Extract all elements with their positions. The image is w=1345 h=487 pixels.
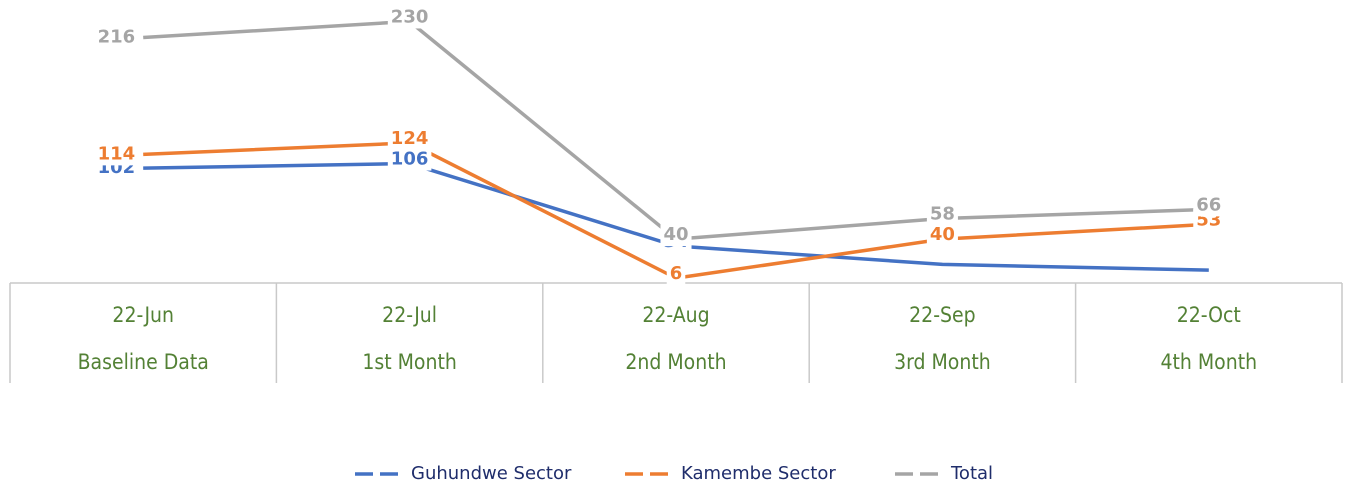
data-label: 216: [94, 26, 139, 49]
x-tick-sublabel: 4th Month: [1160, 350, 1257, 374]
x-tick-label: 22-Oct: [1177, 303, 1241, 327]
data-label-bg: [94, 143, 139, 166]
x-tick-label: 22-Sep: [909, 303, 975, 327]
data-label-bg: [926, 224, 958, 247]
data-label: 106: [387, 148, 432, 171]
data-label-bg: [387, 127, 432, 150]
data-label-text: 106: [391, 149, 429, 170]
data-label-text: 6: [670, 263, 683, 284]
data-label-bg: [387, 148, 432, 171]
data-label-text: 230: [391, 6, 429, 27]
data-label: 58: [926, 203, 958, 226]
data-label: 40: [660, 224, 692, 247]
data-label-bg: [387, 6, 432, 29]
data-label-text: 66: [1196, 194, 1221, 215]
series-line: [143, 141, 1209, 280]
x-tick-label: 22-Jun: [112, 303, 174, 327]
data-label-bg: [1193, 194, 1225, 217]
data-label-bg: [926, 203, 958, 226]
data-label: 230: [387, 6, 432, 29]
x-tick-label: 22-Aug: [642, 303, 709, 327]
data-label: 124: [387, 127, 432, 150]
data-label-bg: [666, 263, 686, 286]
x-tick-sublabel: 2nd Month: [625, 350, 726, 374]
data-label: 40: [926, 224, 958, 247]
data-label: 66: [1193, 194, 1225, 217]
data-label-text: 40: [663, 224, 688, 245]
x-tick-sublabel: Baseline Data: [78, 350, 209, 374]
data-label-text: 216: [98, 27, 136, 48]
series-line: [143, 161, 1209, 272]
data-label-text: 124: [391, 128, 429, 149]
data-label: 114: [94, 143, 139, 166]
data-label-bg: [94, 26, 139, 49]
data-label: 6: [666, 263, 686, 286]
x-tick-sublabel: 3rd Month: [894, 350, 991, 374]
x-tick-sublabel: 1st Month: [362, 350, 456, 374]
data-label-text: 58: [930, 204, 955, 225]
legend-label: Guhundwe Sector: [411, 463, 572, 484]
data-label-text: 114: [98, 143, 136, 164]
data-label-text: 40: [930, 224, 955, 245]
x-tick-label: 22-Jul: [382, 303, 437, 327]
legend-label: Total: [950, 463, 993, 484]
data-label-bg: [660, 224, 692, 247]
legend-label: Kamembe Sector: [681, 463, 836, 484]
series-line: [143, 19, 1209, 241]
